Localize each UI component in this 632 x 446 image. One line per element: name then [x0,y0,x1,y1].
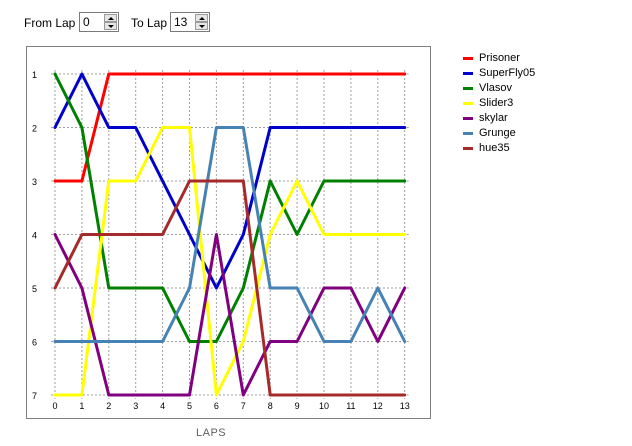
y-tick-label: 7 [32,391,37,401]
to-lap-input[interactable] [171,13,195,31]
x-tick-label: 8 [268,401,273,411]
x-tick-label: 13 [400,401,410,411]
x-tick-label: 10 [319,401,329,411]
x-tick-label: 4 [160,401,165,411]
legend-label: SuperFly05 [479,67,536,79]
from-lap-spinner[interactable] [79,12,119,32]
series-line-vlasov [53,72,407,343]
series-line-skylar [53,233,407,397]
to-lap-spinner[interactable] [170,12,210,32]
y-tick-label: 4 [32,231,37,241]
x-tick-label: 0 [52,401,57,411]
legend-swatch [463,147,473,150]
legend-swatch [463,102,473,105]
y-tick-label: 6 [32,338,37,348]
y-tick-label: 5 [32,284,37,294]
x-axis-title: LAPS [196,427,227,439]
x-tick-label: 1 [79,401,84,411]
to-lap-decrement-button[interactable] [195,22,208,30]
to-lap-increment-button[interactable] [195,14,208,22]
y-tick-label: 3 [32,177,37,187]
series-line-superfly05 [53,72,407,290]
x-tick-label: 2 [106,401,111,411]
x-tick-label: 5 [187,401,192,411]
series-line-grunge [53,126,407,343]
series-line-slider3 [53,126,407,397]
legend-label: Slider3 [479,97,514,109]
legend-swatch [463,132,473,135]
legend-label: Vlasov [479,82,513,94]
x-tick-label: 7 [241,401,246,411]
legend-swatch [463,87,473,90]
from-lap-label: From Lap [24,16,76,30]
legend-swatch [463,117,473,120]
x-tick-label: 9 [295,401,300,411]
legend-label: hue35 [479,142,510,154]
from-lap-increment-button[interactable] [104,14,117,22]
from-lap-decrement-button[interactable] [104,22,117,30]
to-lap-label: To Lap [131,16,168,30]
legend-label: Grunge [479,127,516,139]
y-tick-label: 2 [32,124,37,134]
x-tick-label: 6 [214,401,219,411]
x-tick-label: 12 [373,401,383,411]
legend-label: Prisoner [479,52,520,64]
y-tick-label: 1 [32,70,37,80]
x-tick-label: 3 [133,401,138,411]
series-line-hue35 [53,179,407,397]
legend-swatch [463,72,473,75]
x-tick-label: 11 [346,401,355,411]
from-lap-input[interactable] [80,13,104,31]
legend-label: skylar [479,112,508,124]
legend-swatch [463,57,473,60]
position-chart-panel: 1 2 3 4 5 6 7 0 1 2 3 4 5 6 7 8 9 10 11 12 13 [26,46,431,419]
series-line-prisoner [53,72,407,183]
